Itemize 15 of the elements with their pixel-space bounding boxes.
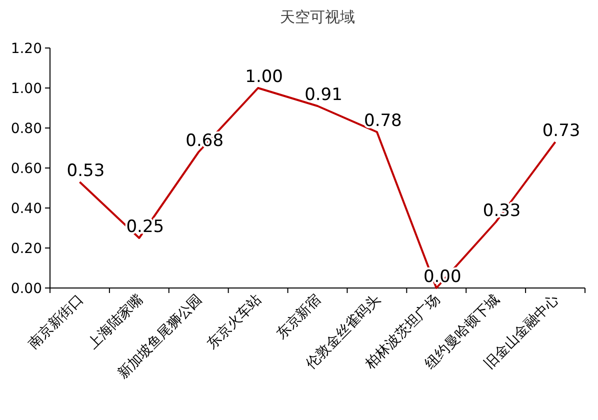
data-label: 0.53 <box>66 161 105 181</box>
y-tick-label: 0.60 <box>10 161 42 177</box>
x-tick-label: 东京火车站 <box>204 292 265 352</box>
data-label: 0.91 <box>304 85 342 105</box>
y-tick-label: 1.20 <box>10 41 42 57</box>
x-tick-label: 东京新宿 <box>273 292 324 342</box>
data-label: 1.00 <box>245 67 283 87</box>
chart-title: 天空可视域 <box>280 8 355 26</box>
y-tick-label: 1.00 <box>10 81 42 97</box>
data-label: 0.73 <box>542 121 580 141</box>
y-tick-label: 0.80 <box>10 121 42 137</box>
y-tick-label: 0.40 <box>10 201 42 217</box>
y-tick-label: 0.20 <box>10 241 42 257</box>
y-tick-label: 0.00 <box>10 281 42 297</box>
data-label: 0.78 <box>364 111 402 131</box>
